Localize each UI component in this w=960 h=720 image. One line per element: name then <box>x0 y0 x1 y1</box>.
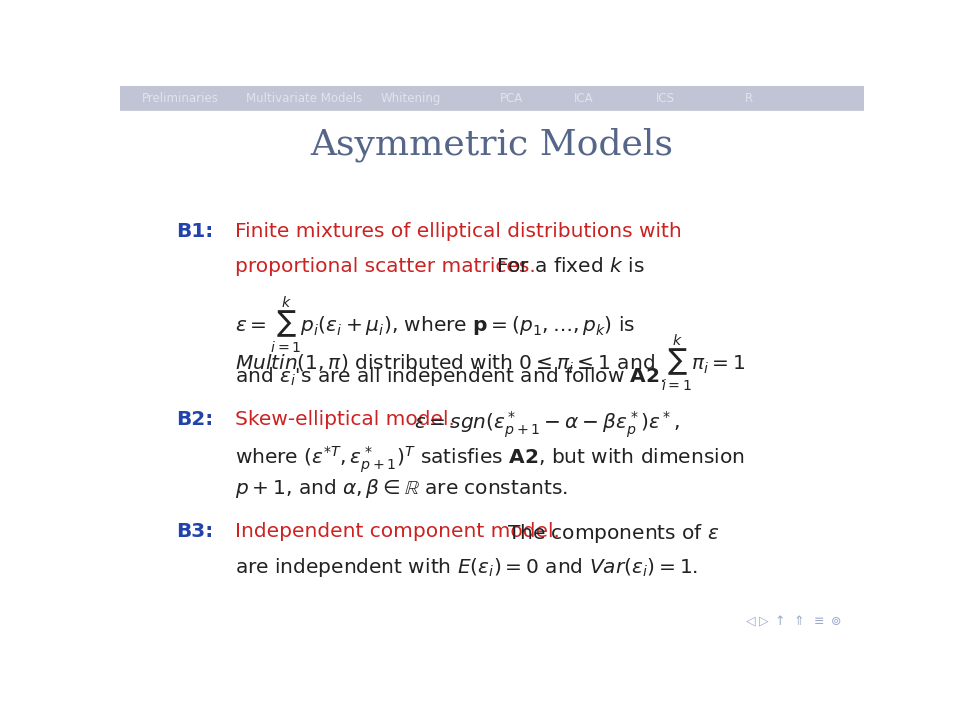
Text: Preliminaries: Preliminaries <box>142 92 219 105</box>
Text: where $(\epsilon^{*T}, \epsilon^*_{p+1})^T$ satisfies $\mathbf{A2}$, but with di: where $(\epsilon^{*T}, \epsilon^*_{p+1})… <box>235 444 745 474</box>
Text: Finite mixtures of elliptical distributions with: Finite mixtures of elliptical distributi… <box>235 222 682 241</box>
Text: ICA: ICA <box>574 92 593 105</box>
Text: The components of $\epsilon$: The components of $\epsilon$ <box>507 521 719 544</box>
Text: Independent component model.: Independent component model. <box>235 521 561 541</box>
Text: Skew-elliptical model.: Skew-elliptical model. <box>235 410 455 428</box>
Text: Asymmetric Models: Asymmetric Models <box>310 127 674 162</box>
Text: B2:: B2: <box>176 410 213 428</box>
Text: $\triangleleft$ $\triangleright$ $\uparrow$ $\Uparrow$ $\equiv$ $\circledcirc$: $\triangleleft$ $\triangleright$ $\uparr… <box>745 613 842 629</box>
Text: $\epsilon = \sum_{i=1}^{k} p_i(\epsilon_i + \mu_i)$, where $\mathbf{p} = (p_1, \: $\epsilon = \sum_{i=1}^{k} p_i(\epsilon_… <box>235 294 636 355</box>
Text: ICS: ICS <box>656 92 675 105</box>
Text: Multivariate Models: Multivariate Models <box>247 92 363 105</box>
Text: proportional scatter matrices.: proportional scatter matrices. <box>235 256 536 276</box>
Text: B3:: B3: <box>176 521 213 541</box>
Text: B1:: B1: <box>176 222 213 241</box>
FancyBboxPatch shape <box>120 86 864 109</box>
Text: Whitening: Whitening <box>380 92 441 105</box>
Text: are independent with $E(\epsilon_i) = 0$ and $\mathit{Var}(\epsilon_i) = 1$.: are independent with $E(\epsilon_i) = 0$… <box>235 556 699 579</box>
Text: $p + 1$, and $\alpha, \beta \in \mathbb{R}$ are constants.: $p + 1$, and $\alpha, \beta \in \mathbb{… <box>235 477 568 500</box>
Text: PCA: PCA <box>499 92 522 105</box>
Text: R: R <box>745 92 753 105</box>
Text: $\mathit{Multin}(1, \pi)$ distributed with $0 \leq \pi_i \leq 1$ and $\sum_{i=1}: $\mathit{Multin}(1, \pi)$ distributed wi… <box>235 332 746 392</box>
Text: and $\epsilon_i$'s are all independent and follow $\mathbf{A2}$.: and $\epsilon_i$'s are all independent a… <box>235 365 666 388</box>
Text: For a fixed $k$ is: For a fixed $k$ is <box>495 256 644 276</box>
Text: $\epsilon = \mathit{sgn}(\epsilon^*_{p+1} - \alpha - \beta\epsilon^*_p)\epsilon^: $\epsilon = \mathit{sgn}(\epsilon^*_{p+1… <box>414 410 680 440</box>
